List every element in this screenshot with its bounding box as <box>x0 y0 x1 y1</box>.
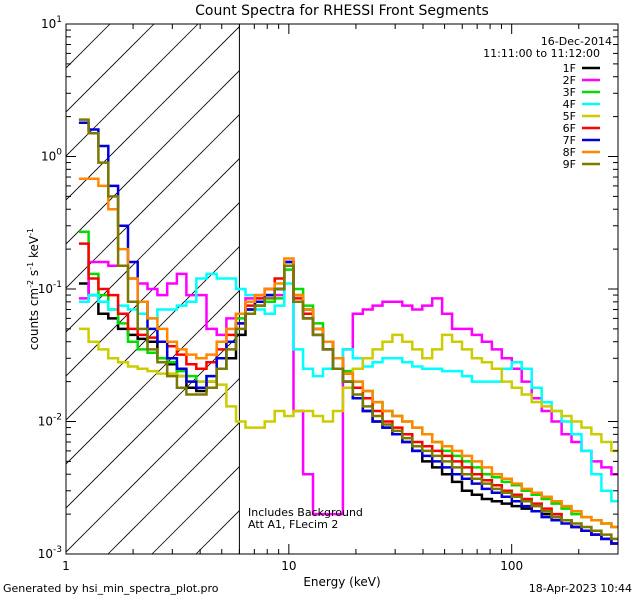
x-tick-label: 10 <box>281 559 296 573</box>
y-tick-exponent: -3 <box>53 545 62 555</box>
hatch-line <box>66 378 240 553</box>
legend-label-1F: 1F <box>563 62 576 75</box>
hatch-line <box>66 24 155 113</box>
excluded-region-hatch <box>66 24 640 554</box>
series-line-6F <box>78 242 618 545</box>
hatch-line <box>107 422 240 554</box>
y-tick-label: 10-2 <box>38 413 62 429</box>
x-tick-labels: 1 10 100 <box>62 559 523 573</box>
series-line-9F <box>78 118 618 541</box>
legend-label-8F: 8F <box>563 146 576 159</box>
y-tick-label: 10-3 <box>38 545 62 561</box>
y-tick-exponent: -1 <box>53 280 62 290</box>
y-axis-label: counts cm-2 s-1 keV-1 <box>26 228 41 350</box>
series-line-5F <box>78 327 618 453</box>
series-line-3F <box>78 230 618 529</box>
axis-ticks <box>65 23 619 555</box>
y-tick-exponent: -2 <box>53 413 62 423</box>
hatch-line <box>66 26 240 201</box>
footer-timestamp: 18-Apr-2023 10:44 <box>528 582 632 595</box>
legend-label-6F: 6F <box>563 122 576 135</box>
y-tick-label: 101 <box>41 15 62 31</box>
y-tick-base: 10 <box>38 415 53 429</box>
hatch-line <box>636 24 640 554</box>
footer-generated-by: Generated by hsi_min_spectra_plot.pro <box>3 582 219 595</box>
y-tick-base: 10 <box>38 547 53 561</box>
legend-label-7F: 7F <box>563 134 576 147</box>
annotation-attenuator: Att A1, FLecim 2 <box>248 518 338 531</box>
series-line-8F <box>78 177 618 529</box>
hatch-line <box>66 334 240 509</box>
y-tick-base: 10 <box>41 17 56 31</box>
y-tick-label: 10-1 <box>38 280 62 296</box>
y-tick-exponent: 0 <box>56 148 62 158</box>
y-tick-base: 10 <box>38 282 53 296</box>
date-label: 16-Dec-2014 <box>541 35 612 48</box>
x-axis-label: Energy (keV) <box>303 575 380 589</box>
series-line-7F <box>78 121 618 545</box>
hatch-line <box>66 202 240 377</box>
legend-label-4F: 4F <box>563 98 576 111</box>
hatch-line <box>66 70 240 245</box>
x-tick-label: 1 <box>62 559 70 573</box>
hatch-lines <box>66 24 640 554</box>
time-range-label: 11:11:00 to 11:12:00 <box>483 47 600 60</box>
x-tick-label: 100 <box>500 559 523 573</box>
y-tick-exponent: 1 <box>56 15 62 25</box>
legend-label-5F: 5F <box>563 110 576 123</box>
chart-title: Count Spectra for RHESSI Front Segments <box>195 3 489 19</box>
legend-label-3F: 3F <box>563 86 576 99</box>
series-group <box>78 118 618 545</box>
y-tick-base: 10 <box>41 150 56 164</box>
y-tick-label: 100 <box>41 148 62 164</box>
hatch-line <box>66 24 199 157</box>
legend-label-2F: 2F <box>563 74 576 87</box>
annotation-background: Includes Background <box>248 506 363 519</box>
legend-label-9F: 9F <box>563 158 576 171</box>
